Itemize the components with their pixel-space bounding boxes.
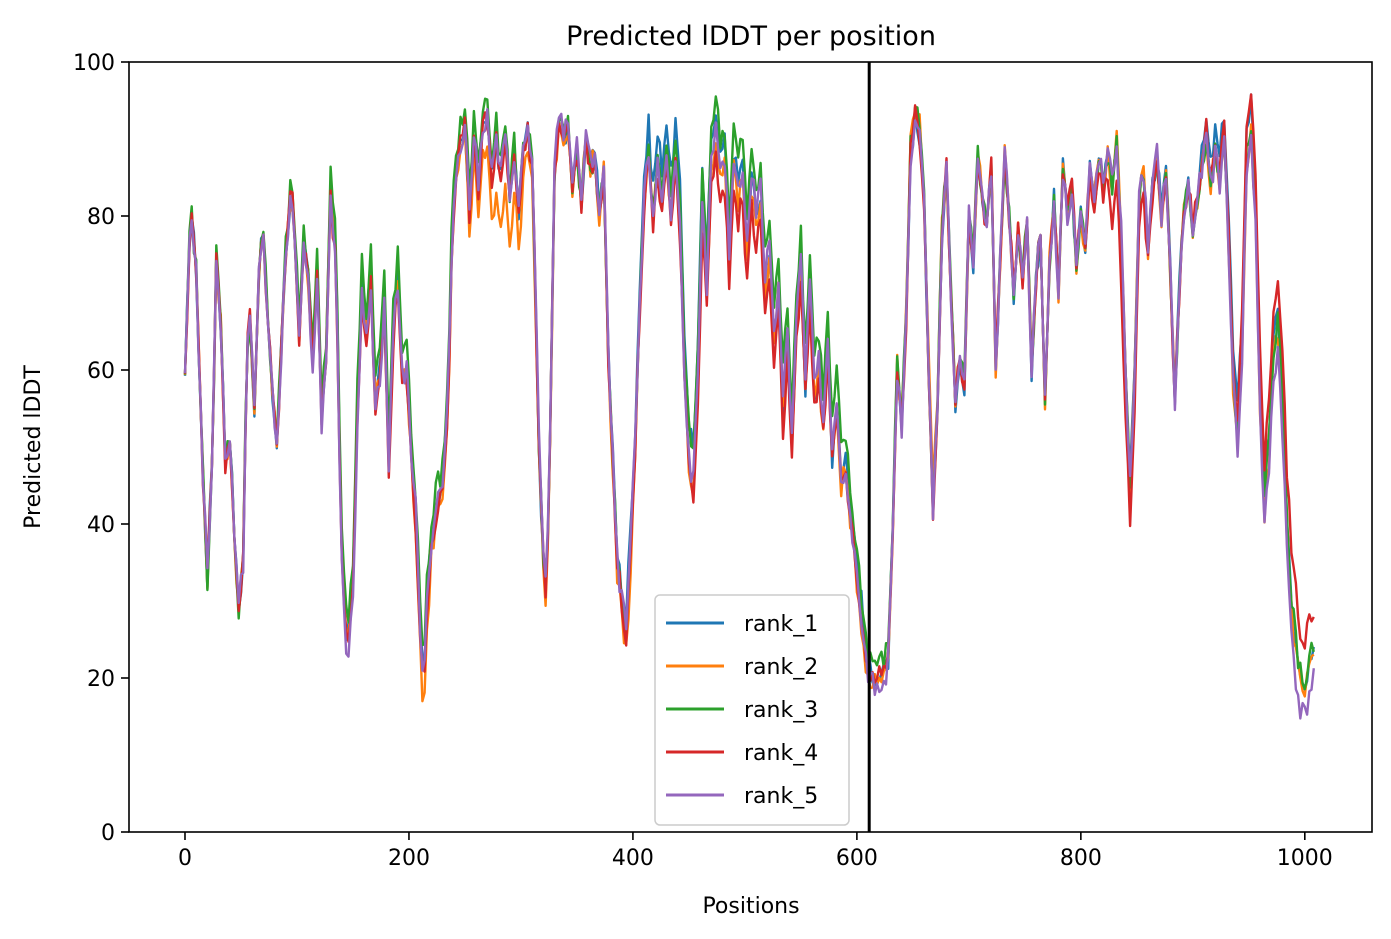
y-axis-label: Predicted lDDT [21, 365, 46, 529]
x-tick-label: 400 [612, 846, 654, 871]
chart-title: Predicted lDDT per position [566, 21, 936, 52]
legend-label-rank_1: rank_1 [744, 612, 818, 637]
y-tick-label: 20 [87, 667, 115, 692]
axes-frame [128, 61, 1373, 833]
series-line-rank_5 [183, 107, 1315, 720]
y-tick-label: 60 [87, 359, 115, 384]
x-tick-label: 600 [836, 846, 878, 871]
legend-label-rank_4: rank_4 [744, 741, 818, 766]
legend-label-rank_3: rank_3 [744, 698, 818, 723]
x-axis: 0 200 400 600 800 1000 [178, 832, 1333, 871]
x-tick-label: 200 [388, 846, 430, 871]
x-tick-label: 0 [178, 846, 192, 871]
legend-label-rank_2: rank_2 [744, 655, 818, 680]
legend-label-rank_5: rank_5 [744, 784, 818, 809]
y-tick-label: 40 [87, 513, 115, 538]
x-axis-label: Positions [702, 894, 799, 919]
y-tick-label: 0 [101, 821, 115, 846]
y-tick-label: 80 [87, 205, 115, 230]
x-tick-label: 1000 [1277, 846, 1333, 871]
y-axis: 0 20 40 60 80 100 [73, 51, 129, 846]
y-tick-label: 100 [73, 51, 115, 76]
plot-area [183, 62, 1315, 832]
legend-box [654, 594, 850, 826]
x-tick-label: 800 [1060, 846, 1102, 871]
legend: rank_1 rank_2 rank_3 rank_4 rank_5 [654, 594, 850, 826]
